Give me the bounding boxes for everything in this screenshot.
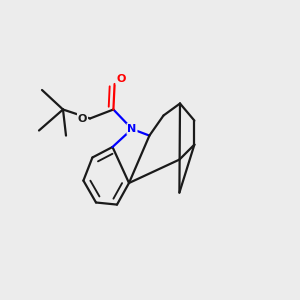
Text: O: O: [116, 74, 126, 85]
Text: N: N: [128, 124, 136, 134]
Text: O: O: [78, 113, 87, 124]
